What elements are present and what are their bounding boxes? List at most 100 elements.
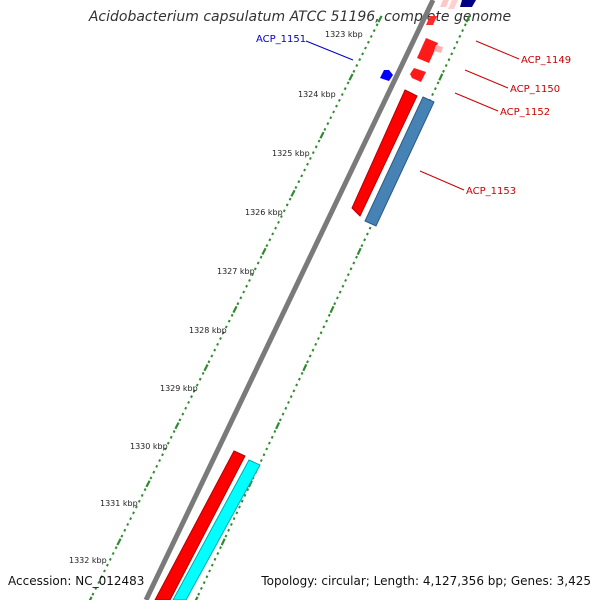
inner-ruler-tick	[436, 81, 440, 85]
inner-ruler-tick	[306, 360, 309, 364]
leader-acp1149	[475, 40, 520, 60]
outer-ruler-tick	[216, 342, 220, 346]
gene-top-red[interactable]	[426, 16, 437, 25]
label-acp1151[interactable]: ACP_1151	[256, 34, 306, 45]
outer-ruler-tick	[288, 197, 292, 201]
inner-ruler-tick	[273, 429, 277, 434]
inner-ruler-tick	[235, 511, 239, 515]
inner-ruler-tick	[356, 247, 362, 256]
gene-acp1150[interactable]	[417, 38, 438, 63]
outer-ruler-tick	[323, 127, 327, 131]
gene-acp1149[interactable]	[440, 0, 449, 7]
inner-ruler-tick	[278, 418, 282, 422]
gene-top-pink[interactable]	[448, 0, 458, 9]
gene-bottom-rna[interactable]	[172, 459, 261, 600]
gene-reverse-blue[interactable]	[364, 96, 435, 227]
outer-ruler-tick	[361, 52, 365, 56]
inner-ruler-tick	[220, 538, 226, 546]
topology-text: Topology: circular; Length: 4,127,356 bp…	[261, 574, 591, 588]
outer-ruler-tick	[337, 98, 341, 102]
inner-ruler-tick	[341, 284, 345, 288]
inner-ruler-tick	[208, 569, 212, 573]
inner-ruler-tick	[444, 63, 448, 68]
inner-ruler-tick	[267, 441, 271, 445]
outer-ruler-tick	[213, 348, 217, 352]
outer-ruler-tick	[161, 453, 164, 457]
inner-ruler-tick	[335, 296, 339, 300]
outer-ruler-tick	[105, 563, 109, 567]
inner-ruler-tick	[452, 46, 456, 50]
gene-acp1153[interactable]	[351, 89, 418, 217]
leader-acp1152	[454, 92, 499, 112]
ruler-label-1328: 1328 kbp	[189, 326, 227, 335]
gene-acp1151[interactable]	[380, 70, 393, 81]
ruler-label-1327: 1327 kbp	[217, 267, 255, 276]
inner-ruler-tick	[338, 290, 342, 294]
outer-ruler-tick	[140, 493, 144, 497]
genome-backbone	[143, 0, 436, 600]
outer-ruler-tick	[346, 81, 350, 85]
leader-acp1150	[464, 69, 509, 89]
outer-ruler-tick	[236, 302, 240, 306]
outer-ruler-tick	[245, 284, 249, 288]
inner-ruler-tick	[205, 575, 209, 579]
gene-acp1152-pink[interactable]	[434, 45, 443, 53]
inner-ruler-tick	[229, 522, 233, 527]
inner-ruler-tick	[447, 58, 451, 62]
outer-ruler-tick	[172, 429, 176, 434]
gene-labels: ACP_1151 ACP_1149 ACP_1150 ACP_1152 ACP_…	[256, 34, 571, 197]
outer-ruler-tick	[340, 93, 344, 97]
outer-ruler-tick	[116, 538, 122, 546]
inner-ruler-tick	[431, 92, 435, 97]
inner-ruler-tick	[210, 563, 214, 567]
label-acp1152[interactable]: ACP_1152	[500, 107, 550, 118]
inner-ruler-tick	[194, 596, 199, 600]
outer-ruler-tick	[317, 139, 321, 143]
outer-ruler-tick	[103, 569, 106, 573]
outer-ruler-tick	[219, 337, 222, 341]
label-acp1150[interactable]: ACP_1150	[510, 84, 560, 95]
inner-ruler-tick	[438, 73, 444, 81]
outer-ruler-tick	[332, 110, 336, 114]
ruler-label-1326: 1326 kbp	[245, 208, 283, 217]
gene-acp1152[interactable]	[410, 68, 426, 82]
outer-ruler-tick	[195, 383, 199, 387]
inner-ruler-tick	[213, 557, 217, 561]
outer-ruler-tick	[277, 220, 280, 224]
outer-ruler-tick	[210, 354, 214, 358]
outer-ruler-tick	[145, 480, 151, 488]
outer-ruler-tick	[91, 592, 95, 596]
outer-ruler-tick	[348, 73, 354, 81]
inner-ruler-tick	[442, 69, 445, 73]
outer-ruler-tick	[326, 122, 330, 126]
outer-ruler-tick	[181, 412, 185, 416]
outer-ruler-tick	[311, 151, 315, 155]
inner-ruler-tick	[327, 313, 331, 317]
outer-ruler-tick	[126, 522, 130, 526]
label-acp1153[interactable]: ACP_1153	[466, 186, 516, 197]
outer-ruler-tick	[282, 209, 286, 213]
inner-ruler-tick	[455, 40, 459, 44]
outer-ruler-tick	[155, 464, 159, 468]
gene-top-dark[interactable]	[460, 0, 476, 7]
inner-ruler-tick	[300, 371, 304, 375]
inner-ruler-tick	[344, 278, 348, 282]
outer-ruler-tick	[335, 104, 338, 108]
outer-ruler-tick	[108, 557, 112, 561]
outer-ruler-tick	[114, 546, 118, 550]
outer-ruler-tick	[375, 23, 379, 27]
outer-ruler-tick	[158, 459, 162, 463]
outer-ruler-tick	[242, 290, 246, 294]
inner-ruler-tick	[284, 406, 288, 410]
ruler-label-1324: 1324 kbp	[298, 90, 336, 99]
gene-bottom-red[interactable]	[154, 450, 246, 600]
ruler-label-1323: 1323 kbp	[325, 30, 363, 39]
outer-ruler-ticks	[88, 15, 383, 600]
outer-ruler-tick	[297, 180, 301, 184]
outer-ruler-tick	[314, 145, 318, 149]
label-acp1149[interactable]: ACP_1149	[521, 55, 571, 66]
outer-ruler-tick	[201, 371, 205, 375]
ruler-label-1331: 1331 kbp	[100, 499, 138, 508]
outer-ruler-tick	[248, 278, 251, 282]
outer-ruler-tick	[192, 389, 196, 393]
